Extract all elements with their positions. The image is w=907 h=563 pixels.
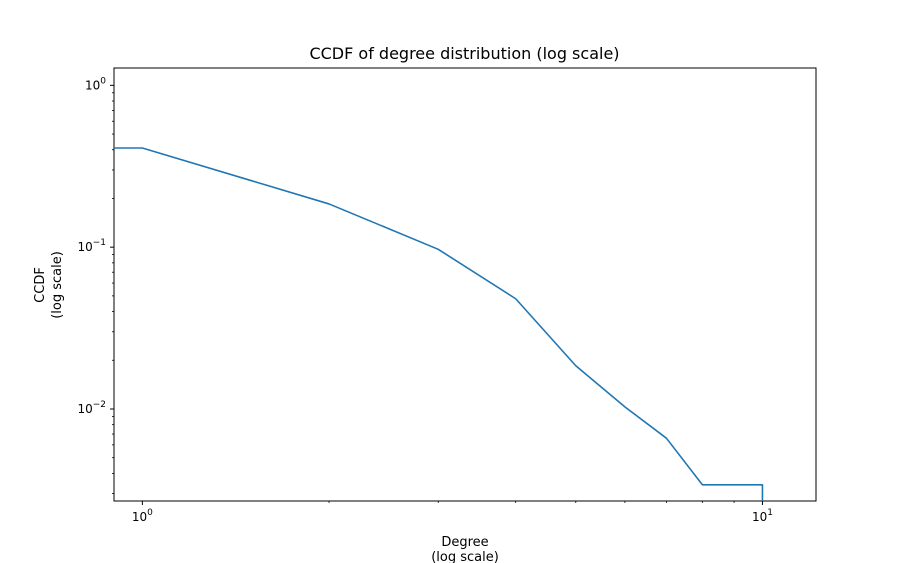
y-axis-label: CCDF <box>33 267 48 303</box>
series-layer <box>114 147 764 501</box>
y-axis-label-sub: (log scale) <box>50 251 65 319</box>
x-axis-ticks: 100 101 <box>132 501 773 524</box>
ccdf-series-line <box>114 147 764 501</box>
chart-title: CCDF of degree distribution (log scale) <box>309 44 619 63</box>
y-tick-label: 10−2 <box>77 400 106 416</box>
plot-area <box>113 67 817 502</box>
x-axis-label-sub: (log scale) <box>431 550 499 563</box>
x-axis-label: Degree <box>441 535 488 550</box>
y-tick-label: 100 <box>85 76 106 92</box>
y-tick-label: 10−1 <box>77 238 106 254</box>
x-tick-label: 101 <box>752 508 773 524</box>
x-tick-label: 100 <box>132 508 153 524</box>
y-axis-ticks: 100 10−1 10−2 <box>77 76 114 494</box>
plot-frame <box>113 67 817 502</box>
